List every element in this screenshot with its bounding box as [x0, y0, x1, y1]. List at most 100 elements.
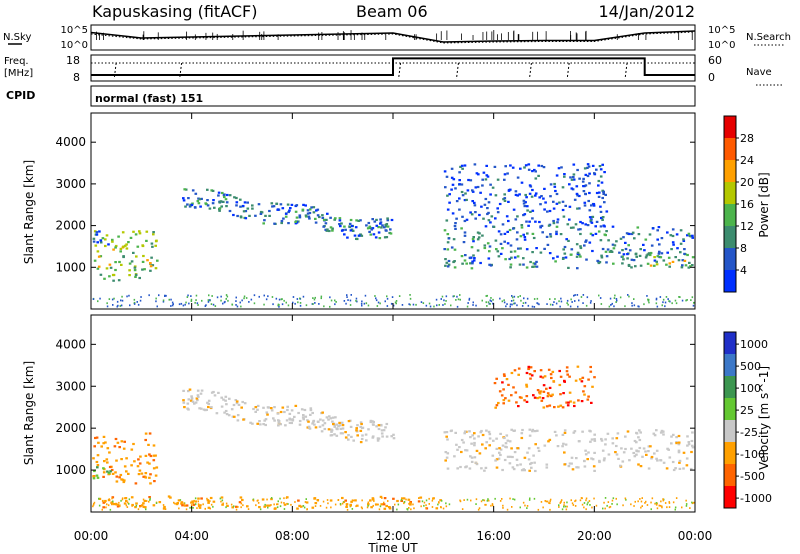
ground-scatter-cell: [533, 306, 536, 308]
range-gate-cell: [446, 438, 449, 441]
range-gate-cell: [371, 423, 375, 426]
ground-scatter-cell: [487, 498, 489, 500]
range-gate-cell: [378, 237, 382, 240]
range-gate-cell: [141, 244, 145, 248]
ground-scatter-cell: [610, 304, 612, 306]
range-gate-cell: [356, 434, 359, 437]
range-gate-cell: [538, 396, 542, 399]
range-gate-cell: [472, 236, 475, 239]
range-gate-cell: [524, 201, 527, 204]
ground-scatter-cell: [552, 303, 554, 306]
range-gate-cell: [215, 412, 219, 415]
range-gate-cell: [221, 191, 224, 195]
range-gate-cell: [543, 444, 547, 447]
ground-scatter-cell: [341, 502, 344, 505]
ground-scatter-cell: [425, 304, 428, 307]
range-gate-cell: [499, 252, 503, 255]
ground-scatter-cell: [306, 508, 308, 511]
ground-scatter-cell: [212, 303, 215, 306]
range-gate-cell: [563, 429, 567, 432]
ground-scatter-cell: [638, 305, 640, 308]
range-gate-cell: [143, 499, 147, 502]
range-gate-cell: [520, 432, 524, 435]
range-gate-cell: [536, 397, 539, 400]
ground-scatter-cell: [619, 296, 622, 299]
range-gate-cell: [519, 247, 522, 250]
colorbar-swatch: [724, 420, 736, 442]
range-gate-cell: [260, 211, 264, 214]
range-gate-cell: [559, 404, 563, 407]
range-gate-cell: [458, 183, 461, 186]
ground-scatter-cell: [192, 502, 194, 504]
range-gate-cell: [182, 399, 185, 402]
range-gate-cell: [630, 258, 634, 261]
range-gate-cell: [98, 230, 101, 233]
range-gate-cell: [385, 236, 389, 239]
ground-scatter-cell: [475, 304, 477, 307]
ground-scatter-cell: [441, 295, 444, 298]
ground-scatter-cell: [561, 508, 564, 511]
range-gate-cell: [515, 458, 519, 461]
range-gate-cell: [93, 259, 97, 262]
range-gate-cell: [486, 207, 489, 210]
range-gate-cell: [128, 274, 131, 277]
range-gate-cell: [102, 442, 105, 445]
range-gate-cell: [481, 443, 484, 446]
ground-scatter-cell: [329, 296, 331, 299]
range-gate-cell: [485, 174, 489, 177]
range-gate-cell: [228, 209, 232, 213]
range-gate-cell: [526, 451, 529, 454]
range-gate-cell: [635, 255, 638, 258]
range-gate-cell: [496, 250, 500, 253]
ground-scatter-cell: [267, 506, 269, 509]
y-tick-label: 4000: [55, 337, 86, 351]
ground-scatter-cell: [194, 503, 197, 505]
range-gate-cell: [224, 395, 228, 398]
range-gate-cell: [597, 179, 601, 183]
range-gate-cell: [520, 226, 524, 229]
range-gate-cell: [295, 204, 299, 207]
range-gate-cell: [539, 369, 543, 372]
range-gate-cell: [483, 203, 487, 206]
range-gate-cell: [528, 373, 532, 376]
ground-scatter-cell: [662, 301, 664, 304]
range-gate-cell: [254, 214, 257, 217]
range-gate-cell: [597, 230, 601, 233]
ground-scatter-cell: [184, 303, 186, 306]
range-gate-cell: [303, 408, 307, 412]
range-gate-cell: [141, 268, 144, 271]
range-gate-cell: [572, 226, 575, 229]
range-gate-cell: [502, 399, 506, 402]
noise-left-tick-bottom: 10^0: [61, 40, 88, 51]
range-gate-cell: [447, 237, 451, 240]
range-gate-cell: [644, 238, 648, 241]
cpid-panel-frame: [90, 85, 696, 107]
ground-scatter-cell: [485, 503, 487, 506]
range-gate-cell: [385, 225, 388, 228]
ground-scatter-cell: [220, 299, 222, 302]
range-gate-cell: [453, 248, 457, 251]
range-gate-cell: [461, 262, 464, 265]
range-gate-cell: [658, 243, 661, 246]
range-gate-cell: [108, 451, 111, 454]
range-gate-cell: [322, 218, 326, 221]
range-gate-cell: [573, 430, 577, 433]
range-gate-cell: [658, 250, 661, 253]
ground-scatter-cell: [125, 504, 128, 507]
colorbar-swatch: [724, 464, 736, 486]
ground-scatter-cell: [263, 303, 265, 306]
range-gate-cell: [634, 265, 637, 268]
ground-scatter-cell: [171, 304, 174, 307]
range-gate-cell: [634, 253, 638, 256]
range-gate-cell: [182, 197, 185, 200]
range-gate-cell: [635, 441, 638, 444]
range-gate-cell: [276, 208, 279, 211]
colorbar-swatch: [724, 138, 736, 160]
ground-scatter-cell: [672, 501, 675, 504]
range-gate-cell: [333, 425, 337, 428]
range-gate-cell: [539, 225, 542, 228]
range-gate-cell: [134, 482, 138, 485]
ground-scatter-cell: [675, 302, 678, 305]
ground-scatter-cell: [637, 500, 639, 503]
range-gate-cell: [521, 428, 524, 432]
